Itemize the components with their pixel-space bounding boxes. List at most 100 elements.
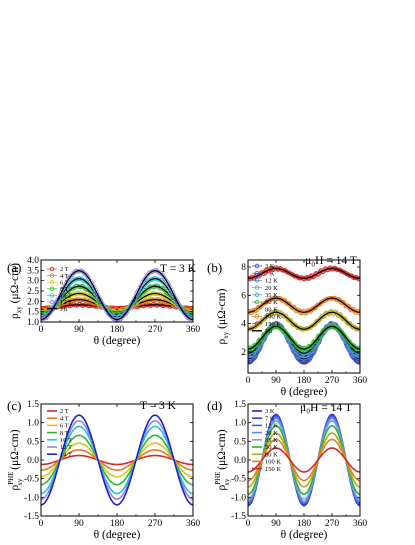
x-tick-label: 360 xyxy=(353,519,368,529)
x-tick-label: 270 xyxy=(325,376,340,386)
data-point xyxy=(173,295,178,301)
x-tick-label: 90 xyxy=(271,376,281,386)
data-point xyxy=(145,287,150,292)
data-point xyxy=(174,297,179,303)
plot-area-c xyxy=(41,414,193,506)
panel-a: 0 90 180 270 360 1.01.52.02.53.03.54.0 θ (degr… xyxy=(7,256,200,347)
y-tick-label: 4 xyxy=(241,320,246,330)
legend-entry: 7 K xyxy=(265,415,275,422)
data-point xyxy=(320,328,325,334)
y-axis-subscript: xy xyxy=(222,331,230,339)
data-point xyxy=(93,287,98,293)
x-tick-label: 90 xyxy=(271,519,281,529)
legend-entry: 3 K xyxy=(265,408,275,415)
series-line xyxy=(41,425,193,495)
data-point xyxy=(88,278,93,284)
data-point xyxy=(98,298,103,303)
y-axis-symbol: ρ xyxy=(216,485,228,491)
data-point xyxy=(141,278,146,283)
x-tick-label: 90 xyxy=(74,519,84,529)
x-axis-label: θ (degree) xyxy=(281,386,328,398)
legend-entry: Fit xyxy=(265,328,272,335)
data-point xyxy=(81,270,87,276)
panel-annotation: T = 3 K xyxy=(140,400,177,412)
data-point xyxy=(64,281,69,286)
legend-entry: 100 K xyxy=(265,314,281,321)
legend-entry: 10 T xyxy=(60,293,72,300)
x-tick-label: 180 xyxy=(110,519,125,529)
legend-marker xyxy=(254,292,260,297)
y-axis-label: ρPHExy (μΩ-cm) xyxy=(214,429,231,490)
data-point xyxy=(142,294,148,299)
legend-entry: 100 K xyxy=(265,459,281,466)
legend-entry: 4 T xyxy=(60,415,69,422)
y-axis-subscript: xy xyxy=(16,478,24,486)
y-tick-label: 1.0 xyxy=(27,318,39,328)
y-axis-unit: (μΩ-cm) xyxy=(9,429,21,472)
legend-entry: 12 T xyxy=(60,299,72,306)
y-tick-label: 6 xyxy=(241,291,246,301)
legend-marker xyxy=(49,293,55,298)
data-point xyxy=(102,304,107,310)
series-line xyxy=(41,449,193,471)
legend-entry: 10 T xyxy=(60,437,72,444)
y-tick-label: 0.5 xyxy=(27,437,39,447)
data-point xyxy=(90,282,96,288)
y-tick-label: 1.0 xyxy=(27,419,39,429)
y-axis-label: ρPHExy (μΩ-cm) xyxy=(7,429,24,490)
y-tick-label: -1.0 xyxy=(231,493,246,503)
y-tick-label: 1.5 xyxy=(27,400,39,410)
data-point xyxy=(99,300,105,306)
legend-entry: 35 K xyxy=(265,292,278,299)
y-tick-label: 3.0 xyxy=(27,277,39,287)
fit-line xyxy=(248,311,360,330)
y-tick-label: 0.0 xyxy=(234,456,246,466)
series-line xyxy=(248,424,360,496)
legend-entry: 4 T xyxy=(60,273,69,280)
data-point xyxy=(84,273,89,278)
legend-marker xyxy=(49,286,55,291)
data-point xyxy=(357,359,360,364)
y-tick-label: 8 xyxy=(241,263,246,273)
legend-entry: 7 K xyxy=(265,270,275,277)
legend-marker xyxy=(49,280,55,285)
y-axis-subscript: xy xyxy=(15,306,23,314)
fit-line xyxy=(41,285,193,315)
legend-marker xyxy=(254,321,260,326)
data-point xyxy=(175,300,181,305)
y-axis-superscript: PHE xyxy=(7,472,15,485)
series-line xyxy=(248,438,360,482)
series-line xyxy=(41,442,193,478)
data-point xyxy=(67,274,73,280)
panel-label: (d) xyxy=(207,398,222,413)
data-point xyxy=(126,307,131,312)
x-tick-label: 270 xyxy=(148,325,163,335)
panel-b: 0 90 180 270 360 2 4 6 8 θ (degree) ρxy (μΩ-cm) (b)… xyxy=(207,255,367,398)
y-tick-label: 2.0 xyxy=(27,297,39,307)
data-point xyxy=(339,313,344,319)
legend-entry: 8 T xyxy=(60,286,69,293)
y-tick-label: -1.0 xyxy=(24,493,39,503)
x-tick-label: 180 xyxy=(110,325,125,335)
x-tick-label: 0 xyxy=(39,519,44,529)
data-point xyxy=(107,312,112,318)
panel-annotation: μ₀H = 14 T xyxy=(300,402,352,414)
y-axis-subscript: xy xyxy=(223,478,231,486)
y-axis-symbol: ρ xyxy=(9,485,21,491)
y-axis-symbol: ρ xyxy=(216,338,228,344)
fit-line xyxy=(41,292,193,313)
y-axis-unit: (μΩ-cm) xyxy=(9,263,21,306)
x-tick-label: 360 xyxy=(186,325,201,335)
y-tick-label: -0.5 xyxy=(231,475,246,485)
data-point xyxy=(314,336,320,342)
x-axis-label: θ (degree) xyxy=(281,529,328,541)
legend-entry: 2 T xyxy=(60,408,69,415)
data-point xyxy=(137,294,143,299)
data-point xyxy=(62,283,68,289)
data-point xyxy=(124,309,130,315)
data-point xyxy=(103,307,108,312)
data-point xyxy=(91,285,97,290)
data-point xyxy=(176,302,182,308)
data-point xyxy=(255,341,260,347)
